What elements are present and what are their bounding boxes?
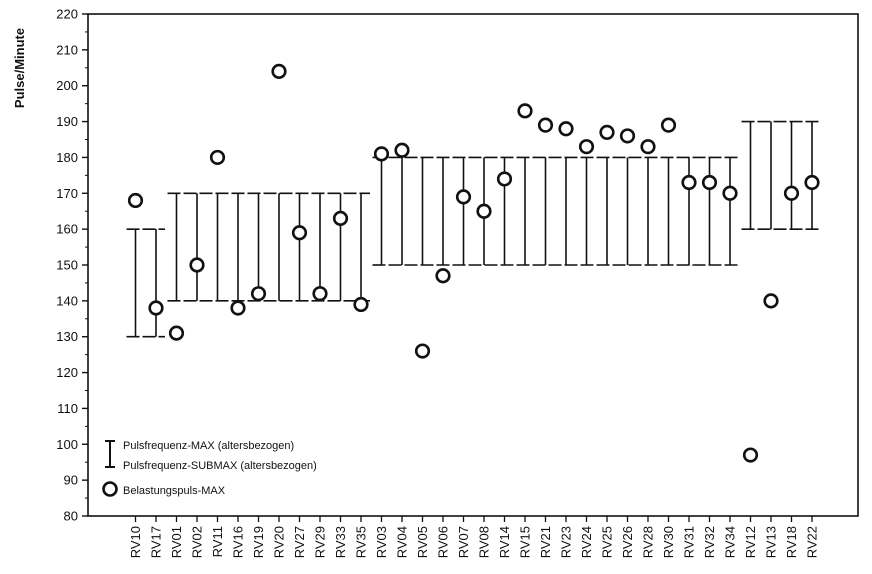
- x-tick-label: RV05: [415, 526, 430, 558]
- x-tick-label: RV23: [559, 526, 574, 558]
- x-tick-label: RV33: [333, 526, 348, 558]
- x-tick-label: RV22: [805, 526, 820, 558]
- x-axis: RV10 RV17 RV01 RV02 RV11 RV16 RV19 RV20 RV27 RV29…: [128, 516, 820, 558]
- x-tick-label: RV34: [723, 526, 738, 558]
- x-tick-label: RV27: [292, 526, 307, 558]
- data-point: [476, 203, 492, 219]
- data-point: [250, 286, 267, 302]
- data-point: [763, 293, 779, 309]
- legend-label-max: Pulsfrequenz-MAX (altersbezogen): [123, 440, 294, 452]
- data-point: [742, 447, 759, 463]
- data-point: [168, 325, 185, 341]
- y-tick-label: 100: [56, 437, 78, 452]
- y-tick-label: 170: [56, 186, 78, 201]
- data-point: [312, 286, 328, 302]
- x-tick-label: RV12: [743, 526, 758, 558]
- legend: Pulsfrequenz-MAX (altersbezogen) Pulsfre…: [102, 440, 317, 497]
- data-point: [455, 189, 472, 205]
- y-tick-label: 180: [56, 150, 78, 165]
- data-point: [332, 210, 349, 226]
- data-point: [517, 103, 533, 119]
- x-tick-label: RV08: [477, 526, 492, 558]
- x-tick-label: RV20: [272, 526, 287, 558]
- x-tick-label: RV06: [436, 526, 451, 558]
- data-point: [373, 146, 390, 162]
- x-tick-label: RV31: [682, 526, 697, 558]
- x-tick-label: RV21: [538, 526, 553, 558]
- y-axis: 80 90 100 110 120 130 140 150 160 170 180 190 200 210…: [56, 7, 88, 524]
- x-tick-label: RV11: [210, 526, 225, 557]
- data-point: [599, 124, 615, 140]
- y-tick-label: 110: [57, 401, 78, 416]
- data-point: [619, 128, 636, 144]
- data-point: [291, 225, 308, 241]
- legend-label-belastung: Belastungspuls-MAX: [123, 485, 226, 497]
- x-tick-label: RV32: [702, 526, 717, 558]
- data-point: [537, 117, 554, 133]
- data-point: [681, 174, 697, 191]
- x-tick-label: RV35: [354, 526, 369, 558]
- y-tick-label: 220: [56, 7, 78, 22]
- y-tick-label: 130: [56, 329, 78, 344]
- legend-label-submax: Pulsfrequenz-SUBMAX (altersbezogen): [123, 460, 317, 472]
- pulse-points: [127, 63, 820, 463]
- data-point: [701, 174, 718, 191]
- y-tick-label: 200: [56, 78, 78, 93]
- data-point: [640, 139, 656, 155]
- data-point: [578, 139, 595, 155]
- data-point: [558, 121, 574, 137]
- y-tick-label: 120: [56, 365, 78, 380]
- x-tick-label: RV10: [128, 526, 143, 558]
- data-point: [414, 343, 431, 359]
- data-point: [230, 300, 246, 316]
- x-tick-label: RV02: [190, 526, 205, 558]
- x-tick-label: RV03: [374, 526, 389, 558]
- data-point: [804, 174, 820, 191]
- y-tick-label: 160: [56, 222, 78, 237]
- x-tick-label: RV07: [456, 526, 471, 558]
- x-tick-label: RV29: [313, 526, 328, 558]
- y-tick-label: 150: [56, 258, 78, 273]
- x-tick-label: RV04: [395, 526, 410, 558]
- range-bars: [126, 120, 821, 338]
- data-point: [189, 257, 205, 273]
- y-tick-label: 140: [56, 293, 78, 308]
- y-axis-title: Pulse/Minute: [12, 28, 27, 108]
- data-point: [353, 296, 369, 313]
- x-tick-label: RV26: [620, 526, 635, 558]
- legend-range-symbol: [105, 440, 115, 468]
- data-point: [660, 117, 677, 133]
- x-tick-label: RV14: [497, 526, 512, 558]
- y-tick-label: 80: [64, 509, 78, 524]
- data-point: [783, 185, 800, 201]
- data-point: [127, 192, 144, 209]
- x-tick-label: RV13: [764, 526, 779, 558]
- data-point: [148, 300, 164, 316]
- x-tick-label: RV15: [518, 526, 533, 558]
- x-tick-label: RV19: [251, 526, 266, 558]
- y-tick-label: 90: [64, 473, 78, 488]
- x-tick-label: RV24: [579, 526, 594, 558]
- data-point: [435, 268, 451, 284]
- x-tick-label: RV01: [169, 526, 184, 558]
- y-tick-label: 190: [56, 114, 78, 129]
- x-tick-label: RV28: [641, 526, 656, 558]
- data-point: [722, 185, 738, 201]
- data-point: [496, 171, 513, 187]
- x-tick-label: RV25: [600, 526, 615, 558]
- x-tick-label: RV17: [149, 526, 164, 558]
- legend-circle-symbol: [102, 481, 118, 497]
- data-point: [394, 142, 410, 158]
- x-tick-label: RV18: [784, 526, 799, 558]
- data-point: [209, 149, 226, 166]
- x-tick-label: RV30: [661, 526, 676, 558]
- data-point: [271, 63, 287, 79]
- y-tick-label: 210: [56, 42, 78, 57]
- x-tick-label: RV16: [231, 526, 246, 558]
